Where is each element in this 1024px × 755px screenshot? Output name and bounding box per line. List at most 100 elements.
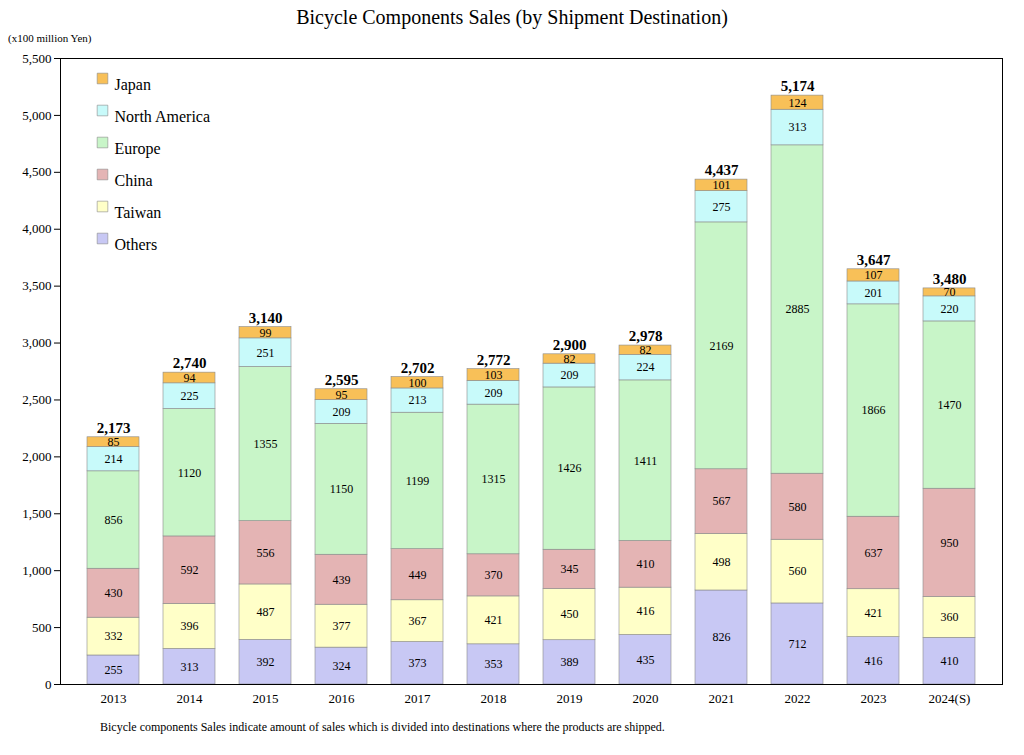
svg-text:Others: Others	[115, 236, 158, 253]
svg-text:2024(S): 2024(S)	[929, 691, 971, 706]
svg-text:255: 255	[105, 663, 123, 677]
svg-text:345: 345	[561, 562, 579, 576]
svg-text:Japan: Japan	[115, 76, 151, 94]
svg-text:82: 82	[640, 343, 652, 357]
svg-text:367: 367	[409, 614, 427, 628]
svg-text:396: 396	[181, 619, 199, 633]
svg-text:2022: 2022	[785, 691, 811, 706]
svg-text:2013: 2013	[101, 691, 127, 706]
svg-text:2017: 2017	[405, 691, 432, 706]
svg-text:313: 313	[789, 120, 807, 134]
svg-text:1,000: 1,000	[22, 563, 51, 578]
svg-text:2,702: 2,702	[401, 360, 435, 376]
svg-text:1120: 1120	[178, 466, 202, 480]
svg-text:826: 826	[713, 630, 731, 644]
svg-text:560: 560	[789, 564, 807, 578]
svg-text:3,500: 3,500	[22, 278, 51, 293]
svg-text:China: China	[115, 172, 153, 189]
svg-text:3,140: 3,140	[249, 310, 283, 326]
svg-text:2,900: 2,900	[553, 337, 587, 353]
svg-text:430: 430	[105, 586, 123, 600]
svg-text:1315: 1315	[482, 472, 506, 486]
svg-text:392: 392	[257, 655, 275, 669]
svg-text:220: 220	[941, 302, 959, 316]
svg-text:2,500: 2,500	[22, 392, 51, 407]
svg-text:2169: 2169	[710, 339, 734, 353]
svg-text:416: 416	[865, 654, 883, 668]
svg-text:4,000: 4,000	[22, 221, 51, 236]
svg-text:214: 214	[105, 452, 123, 466]
svg-text:107: 107	[865, 268, 883, 282]
svg-text:421: 421	[865, 606, 883, 620]
svg-text:332: 332	[105, 629, 123, 643]
svg-text:70: 70	[944, 285, 956, 299]
svg-text:224: 224	[637, 360, 655, 374]
svg-text:637: 637	[865, 546, 883, 560]
svg-text:201: 201	[865, 286, 883, 300]
svg-text:313: 313	[181, 660, 199, 674]
svg-text:592: 592	[181, 563, 199, 577]
svg-text:1426: 1426	[558, 461, 582, 475]
svg-text:1411: 1411	[634, 454, 658, 468]
svg-text:373: 373	[409, 656, 427, 670]
svg-text:275: 275	[713, 200, 731, 214]
svg-text:1199: 1199	[406, 474, 430, 488]
svg-text:209: 209	[561, 368, 579, 382]
svg-text:2018: 2018	[481, 691, 507, 706]
svg-text:360: 360	[941, 610, 959, 624]
svg-text:487: 487	[257, 605, 275, 619]
svg-text:421: 421	[485, 613, 503, 627]
svg-text:556: 556	[257, 546, 275, 560]
svg-text:2,772: 2,772	[477, 352, 511, 368]
svg-text:2,740: 2,740	[173, 355, 207, 371]
svg-text:1355: 1355	[254, 437, 278, 451]
svg-text:2023: 2023	[861, 691, 887, 706]
svg-text:500: 500	[32, 620, 52, 635]
svg-text:377: 377	[333, 619, 351, 633]
svg-text:85: 85	[108, 435, 120, 449]
svg-text:416: 416	[637, 604, 655, 618]
svg-text:712: 712	[789, 637, 807, 651]
svg-text:2885: 2885	[786, 302, 810, 316]
svg-text:2,978: 2,978	[629, 328, 663, 344]
svg-text:1470: 1470	[938, 398, 962, 412]
svg-text:5,500: 5,500	[22, 51, 51, 66]
svg-text:856: 856	[105, 513, 123, 527]
svg-text:94: 94	[184, 371, 196, 385]
svg-text:2014: 2014	[177, 691, 204, 706]
svg-text:251: 251	[257, 346, 275, 360]
svg-text:Taiwan: Taiwan	[115, 204, 162, 221]
svg-text:389: 389	[561, 655, 579, 669]
svg-text:North America: North America	[115, 108, 211, 125]
svg-text:2019: 2019	[557, 691, 583, 706]
svg-text:3,480: 3,480	[933, 271, 967, 287]
svg-text:2,173: 2,173	[97, 420, 131, 436]
svg-text:209: 209	[333, 405, 351, 419]
svg-text:410: 410	[637, 557, 655, 571]
svg-text:103: 103	[485, 368, 503, 382]
svg-text:450: 450	[561, 607, 579, 621]
svg-text:5,000: 5,000	[22, 108, 51, 123]
svg-text:82: 82	[564, 352, 576, 366]
svg-text:449: 449	[409, 568, 427, 582]
svg-text:370: 370	[485, 568, 503, 582]
svg-text:100: 100	[409, 376, 427, 390]
svg-text:3,647: 3,647	[857, 252, 891, 268]
svg-text:4,437: 4,437	[705, 162, 739, 178]
svg-text:580: 580	[789, 500, 807, 514]
svg-text:435: 435	[637, 653, 655, 667]
svg-text:99: 99	[260, 326, 272, 340]
svg-text:2020: 2020	[633, 691, 659, 706]
svg-text:2021: 2021	[709, 691, 735, 706]
svg-text:213: 213	[409, 393, 427, 407]
svg-text:0: 0	[45, 677, 52, 692]
svg-text:101: 101	[713, 178, 731, 192]
svg-text:Europe: Europe	[115, 140, 161, 158]
svg-text:5,174: 5,174	[781, 78, 815, 94]
svg-text:324: 324	[333, 659, 351, 673]
svg-text:225: 225	[181, 389, 199, 403]
svg-text:2,000: 2,000	[22, 449, 51, 464]
svg-text:567: 567	[713, 494, 731, 508]
svg-text:353: 353	[485, 657, 503, 671]
svg-text:1150: 1150	[330, 482, 354, 496]
